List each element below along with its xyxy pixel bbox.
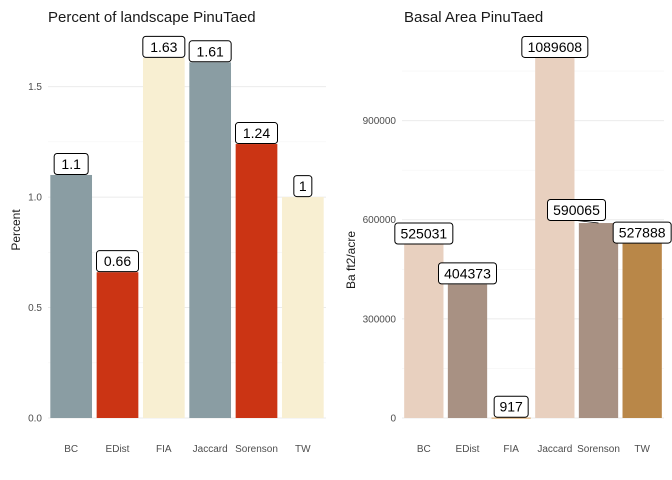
data-label-box (235, 122, 278, 145)
chart-title: Basal Area PinuTaed (404, 9, 543, 26)
data-label: 590065 (553, 202, 600, 218)
bar-edist (447, 284, 488, 418)
y-tick-label: 0 (390, 414, 396, 425)
data-label: 1.63 (150, 39, 177, 55)
data-label: 1.61 (197, 43, 224, 59)
data-label: 1.1 (61, 156, 81, 172)
x-tick-label: Jaccard (537, 444, 572, 455)
x-tick-label: Sorenson (235, 444, 278, 455)
x-tick-label: TW (634, 444, 650, 455)
chart-title: Percent of landscape PinuTaed (48, 9, 256, 26)
data-label-box (493, 395, 529, 418)
basal-area-chart: Basal Area PinuTaed Ba ft2/acre 0 300000 6… (344, 9, 672, 455)
data-label: 527888 (619, 225, 666, 241)
data-labels: 1.1 0.66 1.63 1.61 1.24 1 (53, 35, 313, 273)
x-tick-label: FIA (503, 444, 519, 455)
x-tick-label: Jaccard (193, 444, 228, 455)
percent-landscape-chart: Percent of landscape PinuTaed Percent 0.… (9, 9, 326, 455)
data-label: 0.66 (104, 253, 131, 269)
data-labels: 525031 404373 917 1089608 590065 527888 (394, 35, 672, 418)
x-tick-label: TW (295, 444, 311, 455)
y-tick-label: 900000 (363, 116, 397, 127)
data-label-box (547, 199, 606, 222)
y-tick-label: 1.5 (28, 82, 42, 93)
bar-sorenson (578, 223, 619, 418)
data-label-box (438, 262, 497, 285)
bar-bc (50, 174, 93, 418)
grid (48, 86, 326, 419)
data-label: 917 (499, 399, 523, 415)
data-label: 404373 (444, 265, 491, 281)
ticks: 0.0 0.5 1.0 1.5 BC EDist FIA Jaccard Sorenson TW (28, 82, 311, 455)
bar-bc (404, 244, 444, 418)
x-tick-label: EDist (456, 444, 480, 455)
bars (404, 57, 662, 419)
data-label-box (293, 175, 313, 198)
data-label-box (188, 40, 232, 63)
y-tick-label: 1.0 (28, 193, 42, 204)
x-tick-label: Sorenson (577, 444, 620, 455)
bar-tw (622, 243, 662, 418)
bar-jaccard (189, 62, 232, 418)
bar-tw (281, 197, 324, 418)
bars (50, 57, 324, 418)
bar-fia (491, 417, 531, 419)
x-tick-label: BC (417, 444, 431, 455)
data-label-box (612, 221, 672, 244)
grid (402, 70, 664, 419)
bar-sorenson (235, 144, 278, 418)
ticks: 0 300000 600000 900000 BC EDist FIA Jaccard Sore… (363, 116, 651, 455)
data-label-box (521, 35, 589, 58)
x-tick-label: BC (64, 444, 78, 455)
bar-edist (96, 272, 139, 418)
data-label: 1089608 (528, 39, 583, 55)
y-axis-label: Percent (9, 209, 23, 251)
bar-jaccard (535, 57, 575, 418)
y-tick-label: 300000 (363, 314, 397, 325)
data-label: 1 (299, 178, 307, 194)
y-tick-label: 0.5 (28, 303, 42, 314)
x-tick-label: EDist (106, 444, 130, 455)
data-label-box (96, 250, 139, 273)
y-axis-label: Ba ft2/acre (344, 231, 358, 289)
y-tick-label: 0.0 (28, 414, 42, 425)
data-label-box (53, 152, 89, 175)
x-tick-label: FIA (156, 444, 172, 455)
data-label-box (142, 35, 186, 58)
data-label: 1.24 (243, 125, 270, 141)
data-label-box (394, 222, 454, 245)
y-tick-label: 600000 (363, 215, 397, 226)
bar-fia (142, 57, 185, 418)
data-label: 525031 (400, 226, 447, 242)
